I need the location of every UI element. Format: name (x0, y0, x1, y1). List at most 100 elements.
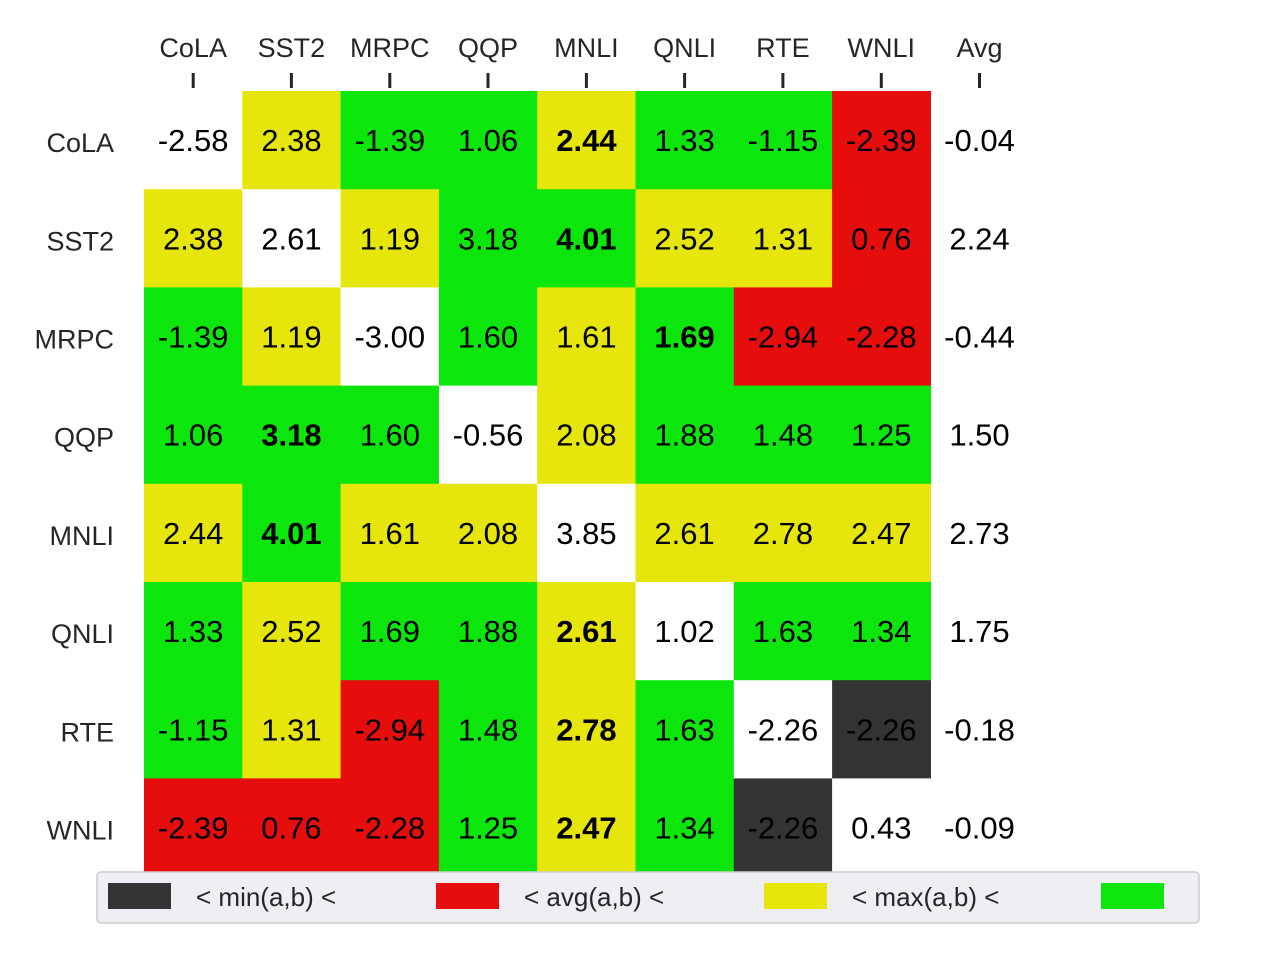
cell-value-label: -1.15 (748, 123, 819, 158)
cell-value-label: 1.33 (654, 123, 714, 158)
heatmap-cell (144, 582, 243, 681)
row-label: SST2 (46, 226, 114, 256)
heatmap-cell (242, 680, 342, 779)
cell-value-label: 1.63 (753, 614, 813, 649)
heatmap-cell (635, 483, 735, 583)
cell-value-label: 1.33 (163, 614, 223, 649)
heatmap-cell (340, 287, 440, 387)
heatmap-cell (144, 385, 243, 485)
heatmap-cell (144, 287, 243, 387)
heatmap-cell (242, 189, 342, 288)
cell-value-label: 1.61 (360, 516, 420, 551)
cell-value-label: 2.47 (556, 811, 616, 846)
cell-value-label: 2.52 (654, 221, 714, 256)
cell-value-label: -2.26 (846, 712, 917, 747)
heatmap-cell (733, 385, 833, 485)
row-average-label: -0.09 (944, 811, 1015, 846)
legend-label: < min(a,b) < (196, 882, 336, 912)
heatmap-cell (635, 680, 735, 779)
row-average-label: 2.73 (949, 516, 1009, 551)
heatmap-cell (242, 287, 342, 387)
heatmap-cell (340, 680, 440, 779)
heatmap-cell (144, 680, 243, 779)
cell-value-label: 1.48 (458, 712, 518, 747)
heatmap-cell (340, 582, 440, 681)
row-label: MRPC (35, 325, 115, 355)
heatmap-cell (340, 778, 440, 878)
cell-value-label: 1.48 (753, 418, 813, 453)
heatmap-cell (733, 778, 833, 878)
cell-value-label: 1.60 (458, 320, 518, 355)
heatmap-cell (438, 91, 538, 190)
legend-frame (96, 871, 1200, 924)
cell-value-label: 0.76 (261, 811, 321, 846)
heatmap-cell (733, 91, 833, 190)
column-axis: CoLA SST2 MRPC QQP MNLI QNLI RTE WNLI Avg (159, 33, 1003, 88)
heatmap-cell (438, 778, 538, 878)
cell-value-label: 2.61 (261, 221, 321, 256)
heatmap-cell (537, 778, 637, 878)
heatmap-cell (635, 91, 735, 190)
cell-value-label: -2.26 (748, 811, 819, 846)
cell-value-label: 1.63 (654, 712, 714, 747)
cell-value-label: 1.02 (654, 614, 714, 649)
column-label: MRPC (350, 33, 430, 63)
legend-swatch (764, 883, 827, 909)
row-label: QNLI (51, 619, 114, 649)
heatmap-cell (438, 582, 538, 681)
cell-value-label: -1.39 (158, 320, 229, 355)
heatmap-cell (537, 385, 637, 485)
cell-value-label: 1.25 (851, 418, 911, 453)
row-average-label: -0.44 (944, 320, 1015, 355)
cell-value-label: -3.00 (354, 320, 425, 355)
heatmap-cell (438, 680, 538, 779)
cell-value-label: 3.18 (458, 221, 518, 256)
cell-value-label: -1.39 (354, 123, 425, 158)
row-label: WNLI (47, 816, 115, 846)
cell-value-label: 2.44 (556, 123, 617, 158)
cell-value-label: 1.25 (458, 811, 518, 846)
cell-value-label: -2.94 (354, 712, 425, 747)
row-axis: CoLA SST2 MRPC QQP MNLI QNLI RTE WNLI (35, 128, 115, 845)
cell-value-label: 2.38 (163, 221, 223, 256)
row-average-label: 2.24 (949, 221, 1009, 256)
heatmap-cell (832, 778, 931, 878)
heatmap-cell-labels: -2.58 2.38 -1.39 1.06 2.44 1.33 -1.15 -2.39 2.38… (158, 123, 917, 845)
cell-value-label: -2.39 (158, 811, 229, 846)
column-label: QQP (458, 33, 518, 63)
column-label: SST2 (258, 33, 326, 63)
cell-value-label: 3.85 (556, 516, 616, 551)
heatmap-cell (635, 189, 735, 288)
heatmap-cell (144, 778, 243, 878)
column-label: QNLI (653, 33, 716, 63)
average-column: -0.04 2.24 -0.44 1.50 2.73 1.75 -0.18 -0.09 (944, 123, 1015, 845)
heatmap-cell (733, 680, 833, 779)
legend-label: < max(a,b) < (852, 882, 999, 912)
heatmap-cell (438, 483, 538, 583)
cell-value-label: 2.78 (556, 712, 616, 747)
heatmap-cells (144, 91, 931, 878)
row-label: RTE (60, 717, 114, 747)
heatmap-cell (537, 91, 637, 190)
heatmap-cell (242, 385, 342, 485)
legend-swatch (1101, 883, 1164, 909)
cell-value-label: 2.38 (261, 123, 321, 158)
cell-value-label: 4.01 (556, 221, 616, 256)
heatmap-cell (438, 189, 538, 288)
heatmap-cell (733, 582, 833, 681)
row-average-label: 1.50 (949, 418, 1009, 453)
heatmap-cell (144, 91, 243, 190)
cell-value-label: -2.28 (846, 320, 917, 355)
cell-value-label: 1.31 (753, 221, 813, 256)
cell-value-label: -1.15 (158, 712, 229, 747)
cell-value-label: 2.47 (851, 516, 911, 551)
heatmap-cell (438, 385, 538, 485)
heatmap-cell (832, 483, 931, 583)
row-label: MNLI (49, 521, 114, 551)
cell-value-label: 1.06 (458, 123, 518, 158)
column-label: Avg (956, 33, 1002, 63)
cell-value-label: 2.52 (261, 614, 321, 649)
cell-value-label: 1.69 (360, 614, 420, 649)
legend-swatch (108, 883, 171, 909)
